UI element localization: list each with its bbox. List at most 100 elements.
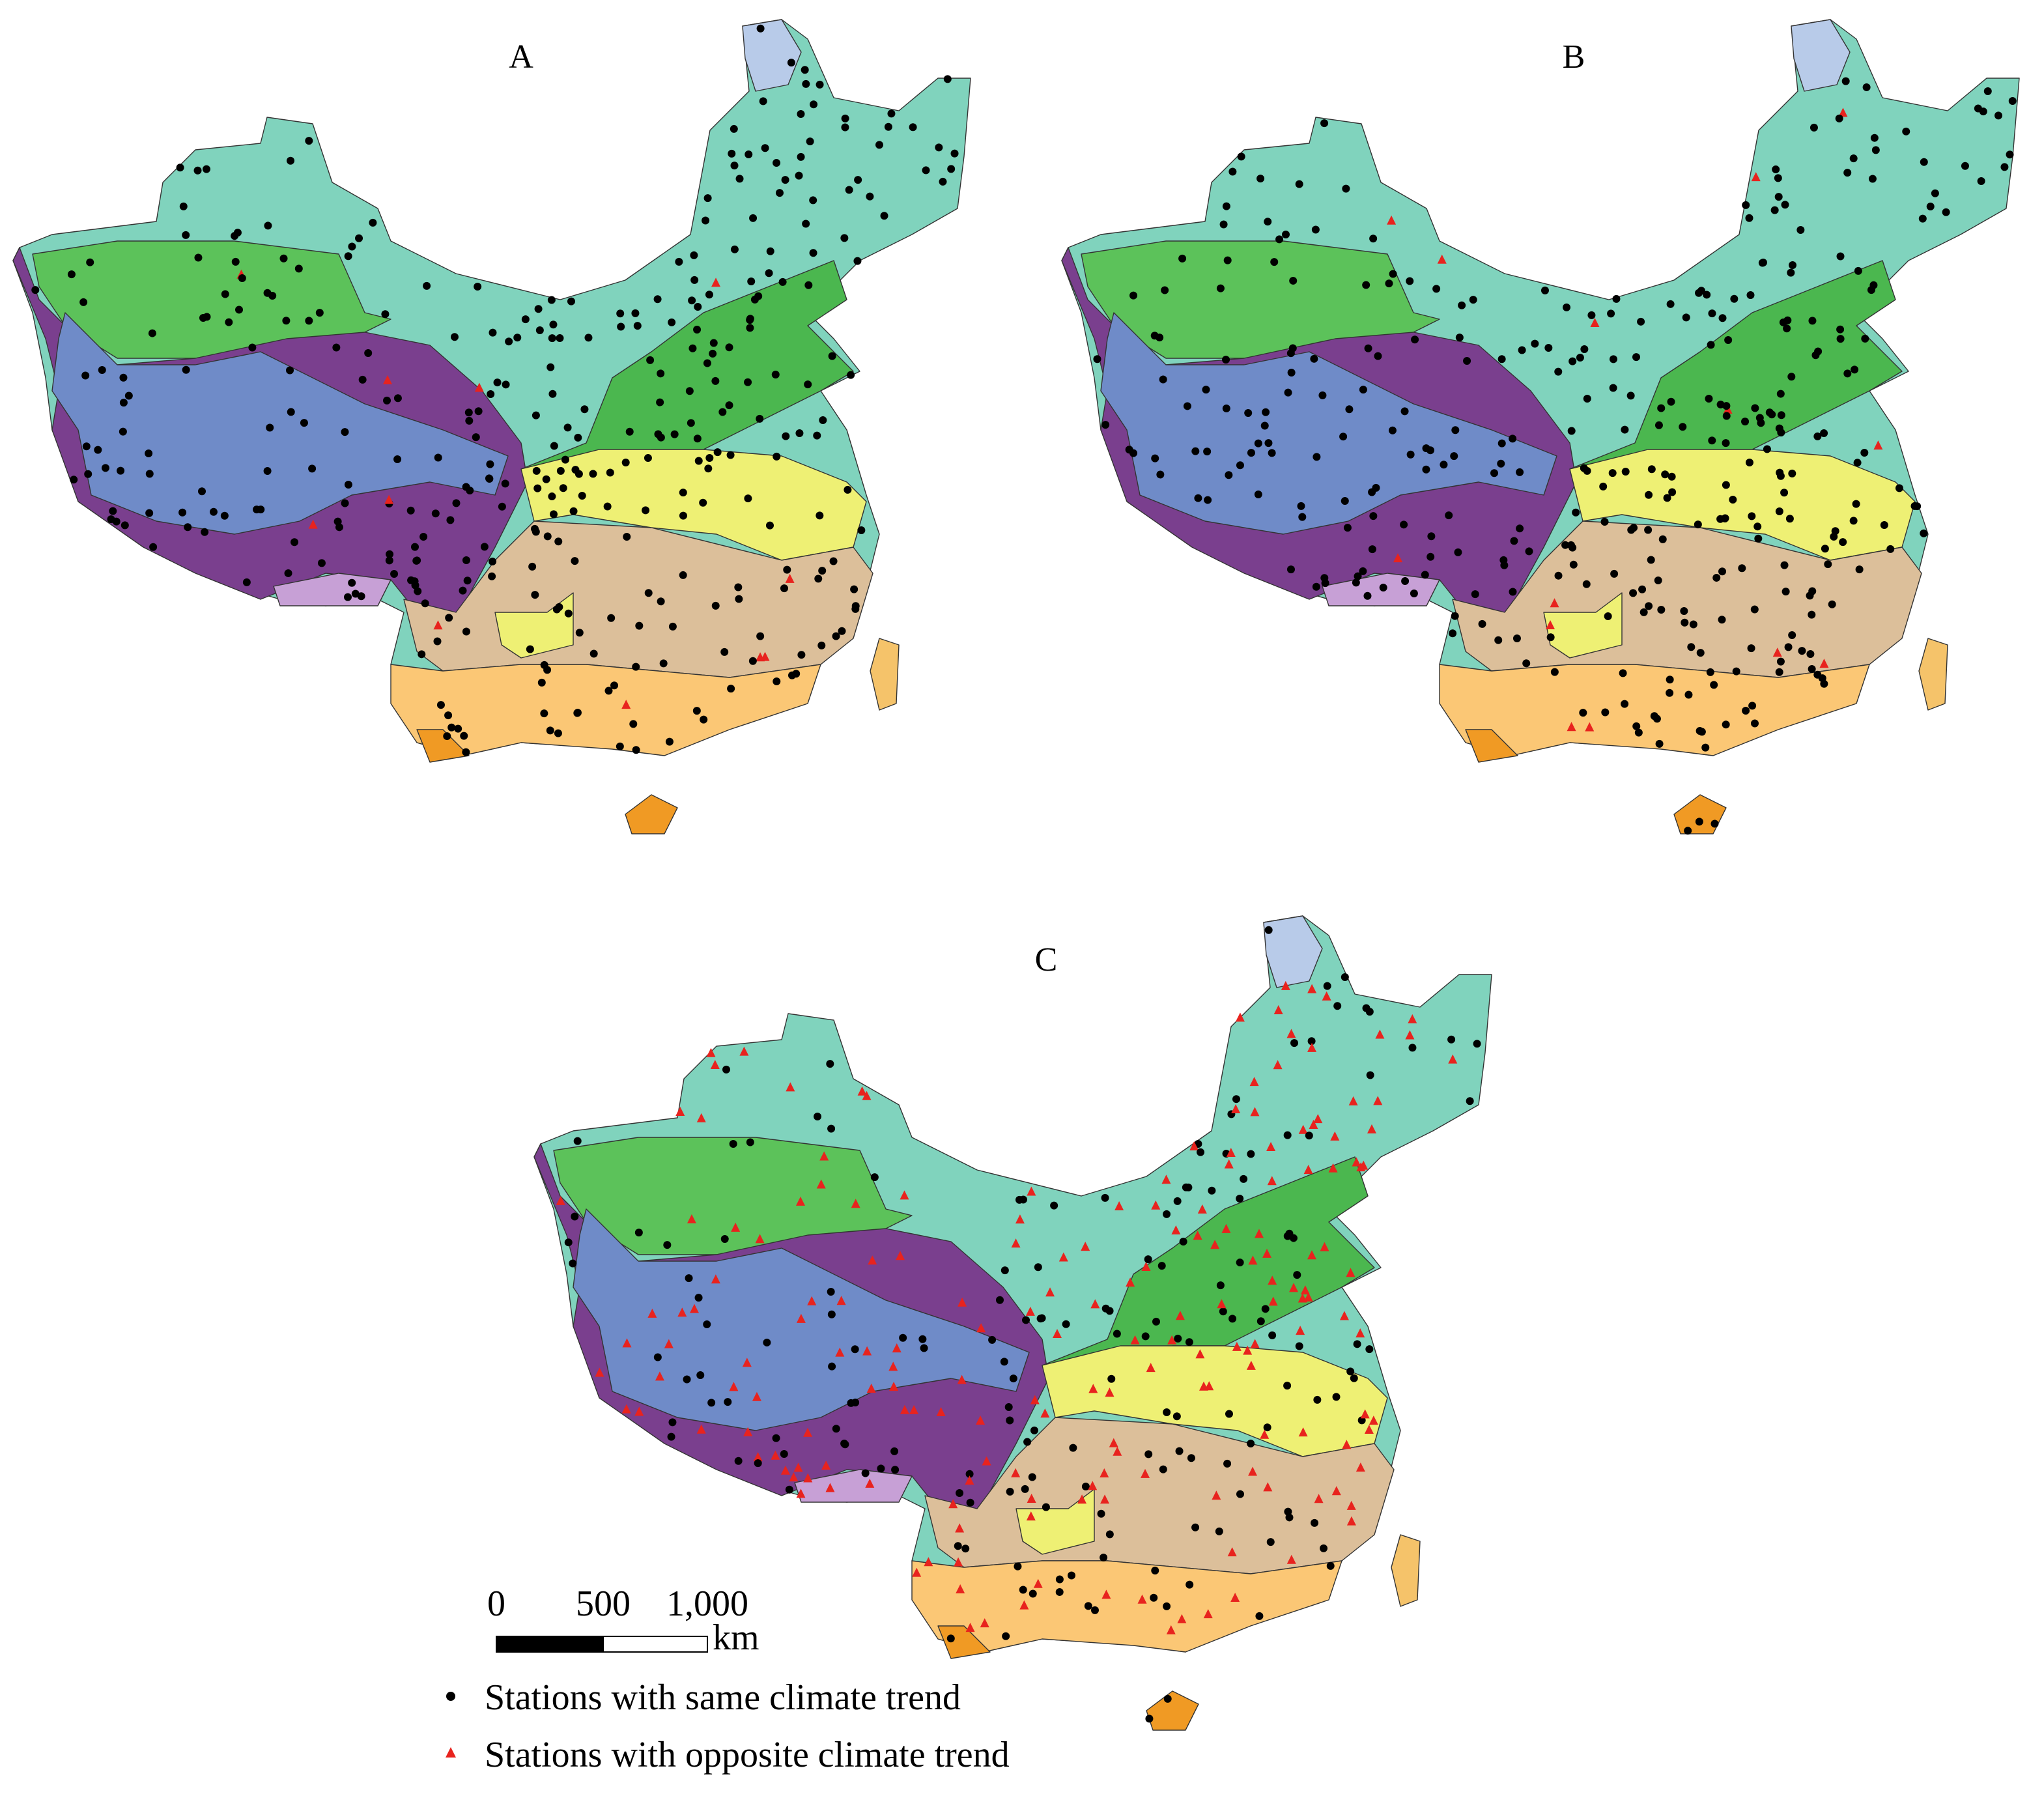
station-same xyxy=(555,603,563,611)
scale-segment xyxy=(603,1636,708,1653)
station-same xyxy=(853,257,862,265)
station-same xyxy=(406,506,415,515)
station-opposite xyxy=(1232,1341,1242,1351)
station-same xyxy=(70,476,78,484)
legend: Stations with same climate trend Station… xyxy=(446,1677,1010,1775)
station-same xyxy=(1783,324,1791,333)
station-same xyxy=(1179,1237,1187,1246)
station-opposite xyxy=(706,1047,716,1057)
station-same xyxy=(746,324,754,332)
station-same xyxy=(209,507,218,516)
station-same xyxy=(1389,270,1397,278)
station-same xyxy=(460,732,468,740)
station-same xyxy=(1580,345,1589,354)
station-same xyxy=(1310,354,1318,363)
station-same xyxy=(795,171,803,180)
station-opposite xyxy=(1289,1283,1299,1292)
station-same xyxy=(543,532,552,541)
station-opposite xyxy=(1011,1238,1021,1248)
station-same xyxy=(1406,277,1414,285)
station-opposite xyxy=(900,1404,909,1414)
station-opposite xyxy=(789,1472,799,1482)
station-opposite xyxy=(1339,1311,1349,1320)
station-same xyxy=(1781,588,1790,596)
station-same xyxy=(696,1371,705,1380)
station-same xyxy=(644,589,653,597)
station-same xyxy=(407,576,416,584)
station-same xyxy=(675,257,683,266)
station-opposite xyxy=(1025,1306,1035,1316)
station-same xyxy=(809,196,817,205)
station-same xyxy=(809,249,817,257)
station-same xyxy=(1400,520,1408,529)
station-opposite xyxy=(1298,1427,1308,1437)
station-same xyxy=(692,707,701,715)
station-same xyxy=(1105,1530,1114,1539)
station-same xyxy=(550,442,558,450)
station-same xyxy=(145,509,154,517)
station-same xyxy=(854,176,862,184)
station-same xyxy=(119,399,128,407)
station-same xyxy=(148,329,156,337)
station-same xyxy=(1741,418,1750,426)
station-same xyxy=(1365,1008,1374,1016)
station-same xyxy=(1579,709,1587,717)
station-same xyxy=(780,584,788,593)
station-same xyxy=(145,449,153,458)
station-same xyxy=(946,1634,955,1643)
station-same xyxy=(84,470,92,478)
station-same xyxy=(546,726,554,735)
station-same xyxy=(521,315,530,324)
station-same xyxy=(909,123,917,132)
station-same xyxy=(1854,266,1862,275)
station-same xyxy=(423,281,431,290)
station-same xyxy=(569,507,578,515)
station-same xyxy=(1478,619,1486,628)
station-same xyxy=(351,590,360,598)
station-same xyxy=(656,398,664,406)
station-same xyxy=(1401,577,1410,586)
station-same xyxy=(1339,433,1348,441)
station-same xyxy=(1561,541,1570,549)
station-same xyxy=(1458,301,1466,309)
station-opposite xyxy=(1146,1363,1156,1373)
station-opposite xyxy=(1437,254,1447,264)
station-same xyxy=(1222,202,1230,210)
station-same xyxy=(700,715,708,724)
station-same xyxy=(1305,1132,1313,1140)
station-same xyxy=(1346,1367,1355,1376)
station-same xyxy=(1567,541,1575,549)
station-opposite xyxy=(965,1623,975,1632)
station-opposite xyxy=(912,1567,922,1577)
station-opposite xyxy=(825,1483,835,1492)
station-same xyxy=(709,349,717,358)
climate-region xyxy=(1100,312,1557,535)
station-opposite xyxy=(1268,1275,1277,1285)
station-opposite xyxy=(1330,1131,1340,1141)
station-same xyxy=(1157,1262,1166,1270)
station-same xyxy=(1718,567,1727,576)
station-same xyxy=(604,687,613,695)
station-same xyxy=(1695,818,1703,826)
station-same xyxy=(567,297,575,306)
station-same xyxy=(623,532,631,541)
station-opposite xyxy=(1313,1114,1323,1124)
station-same xyxy=(703,1320,711,1328)
station-same xyxy=(1647,556,1655,564)
station-same xyxy=(386,550,394,558)
station-same xyxy=(610,681,619,690)
station-opposite xyxy=(1221,1223,1231,1233)
station-same xyxy=(705,454,714,463)
panel-label: B xyxy=(1563,38,1585,76)
station-same xyxy=(1868,175,1877,183)
station-same xyxy=(549,510,558,519)
station-same xyxy=(1601,708,1610,717)
station-opposite xyxy=(857,1086,867,1096)
station-same xyxy=(564,1238,573,1247)
station-same xyxy=(1240,1175,1248,1183)
station-same xyxy=(1125,446,1133,454)
station-same xyxy=(502,380,510,389)
station-opposite xyxy=(1175,1311,1185,1320)
station-same xyxy=(1855,565,1864,574)
station-same xyxy=(505,337,513,346)
